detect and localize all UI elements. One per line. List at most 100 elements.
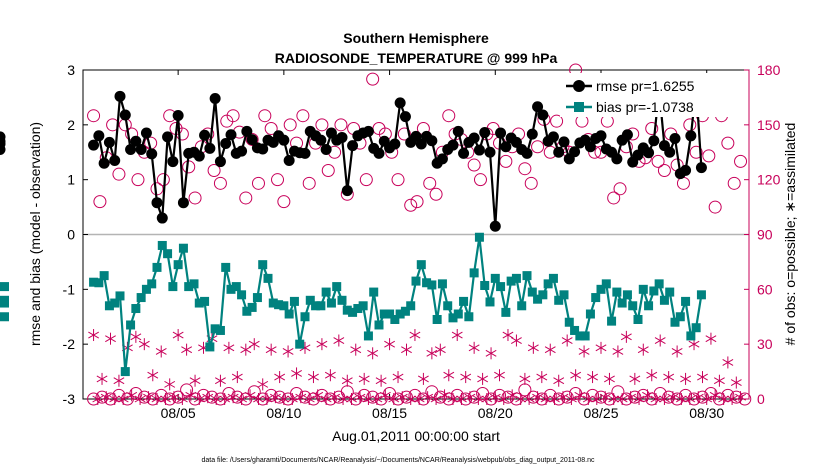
bias-point <box>580 331 590 341</box>
assimilated_zero-marker <box>447 393 459 405</box>
rmse-point <box>146 148 158 160</box>
assimilated-marker <box>147 369 159 382</box>
possible_zero-marker <box>399 390 413 404</box>
possible-marker <box>283 118 297 132</box>
asterisk-stroke <box>291 369 302 377</box>
bias-point <box>459 296 469 306</box>
asterisk-stroke <box>701 395 713 403</box>
asterisk-stroke <box>189 377 201 385</box>
asterisk-stroke <box>578 348 590 355</box>
assimilated-marker <box>629 372 641 385</box>
asterisk-stroke <box>549 395 560 403</box>
bias-point <box>490 273 500 283</box>
assimilated_zero-marker <box>210 393 222 405</box>
possible_zero-marker <box>163 392 177 406</box>
asterisk-stroke <box>464 393 476 401</box>
asterisk-stroke <box>477 375 489 383</box>
assimilated-marker <box>730 376 742 389</box>
assimilated_zero-marker <box>244 389 256 402</box>
asterisk-stroke <box>718 395 730 403</box>
rmse-point <box>119 109 131 121</box>
asterisk-stroke <box>735 393 746 401</box>
asterisk-stroke <box>705 335 717 343</box>
asterisk-stroke <box>468 344 480 352</box>
asterisk-stroke <box>692 393 704 401</box>
assimilated-marker <box>570 369 582 382</box>
left-tick-label: 1 <box>67 172 75 188</box>
asterisk-stroke <box>117 395 129 403</box>
assimilated_zero-marker <box>718 393 730 405</box>
rmse-point <box>257 143 269 155</box>
assimilated-marker <box>223 341 235 354</box>
possible_zero-marker <box>433 390 447 404</box>
assimilated_zero-marker <box>388 393 400 405</box>
asterisk-stroke <box>709 391 721 399</box>
asterisk-stroke <box>713 377 725 385</box>
x-tick-label: 08/10 <box>266 405 301 421</box>
asterisk-stroke <box>371 395 383 403</box>
bias-point <box>411 276 421 286</box>
assimilated_zero-marker <box>439 389 450 402</box>
asterisk-stroke <box>375 377 387 385</box>
assimilated-marker <box>308 371 319 384</box>
assimilated_zero-marker <box>726 393 738 405</box>
asterisk-stroke <box>134 395 146 403</box>
bias-point <box>585 309 595 319</box>
asterisk-stroke <box>460 373 472 381</box>
asterisk-stroke <box>193 395 205 403</box>
assimilated_zero-marker <box>692 391 704 404</box>
bias-point <box>670 317 680 327</box>
assimilated-marker <box>392 371 404 384</box>
assimilated_zero-marker <box>515 393 527 405</box>
asterisk-stroke <box>265 346 277 354</box>
bias-point <box>120 367 130 377</box>
assimilated-marker <box>578 345 590 358</box>
rmse-point <box>125 144 137 156</box>
asterisk-stroke <box>680 375 692 383</box>
bias-point <box>369 287 379 297</box>
bias-point <box>284 309 294 319</box>
asterisk-stroke <box>337 395 349 403</box>
assimilated_zero-marker <box>278 393 290 405</box>
asterisk-stroke <box>697 373 708 381</box>
rmse-point <box>643 147 655 159</box>
bias-point <box>295 339 305 349</box>
assimilated-marker <box>105 332 116 345</box>
possible-marker <box>239 191 253 205</box>
assimilated-marker <box>587 371 598 384</box>
assimilated-marker <box>671 345 683 358</box>
asterisk-stroke <box>244 391 256 399</box>
assimilated-marker <box>443 369 455 382</box>
series-layer <box>0 63 752 406</box>
assimilated-marker <box>113 374 125 387</box>
rmse-point <box>278 134 290 146</box>
possible_zero-marker <box>552 392 566 406</box>
assimilated_zero-marker <box>126 389 138 402</box>
assimilated-marker <box>663 371 675 384</box>
bias-point <box>268 298 278 308</box>
assimilated_zero-marker <box>109 393 121 405</box>
possible-marker <box>708 200 722 214</box>
assimilated-marker <box>367 347 379 360</box>
rmse-point <box>680 164 692 176</box>
assimilated-marker <box>536 371 548 384</box>
assimilated-marker <box>257 378 269 391</box>
asterisk-stroke <box>155 348 167 355</box>
bias-point <box>675 312 685 322</box>
bias-point <box>252 293 262 303</box>
possible-marker <box>93 195 107 209</box>
assimilated-marker <box>138 338 150 351</box>
asterisk-stroke <box>527 344 539 352</box>
bias-point <box>168 282 178 292</box>
rmse-point <box>98 157 110 169</box>
asterisk-stroke <box>544 346 556 354</box>
assimilated-marker <box>341 374 353 387</box>
asterisk-stroke <box>257 380 269 388</box>
bias-point <box>258 260 268 270</box>
asterisk-stroke <box>341 377 353 385</box>
x-tick-label: 08/25 <box>583 405 618 421</box>
assimilated-marker <box>654 334 666 347</box>
possible_zero-marker <box>171 390 185 404</box>
left-tick-label: -1 <box>63 281 76 297</box>
possible-marker <box>397 127 411 141</box>
